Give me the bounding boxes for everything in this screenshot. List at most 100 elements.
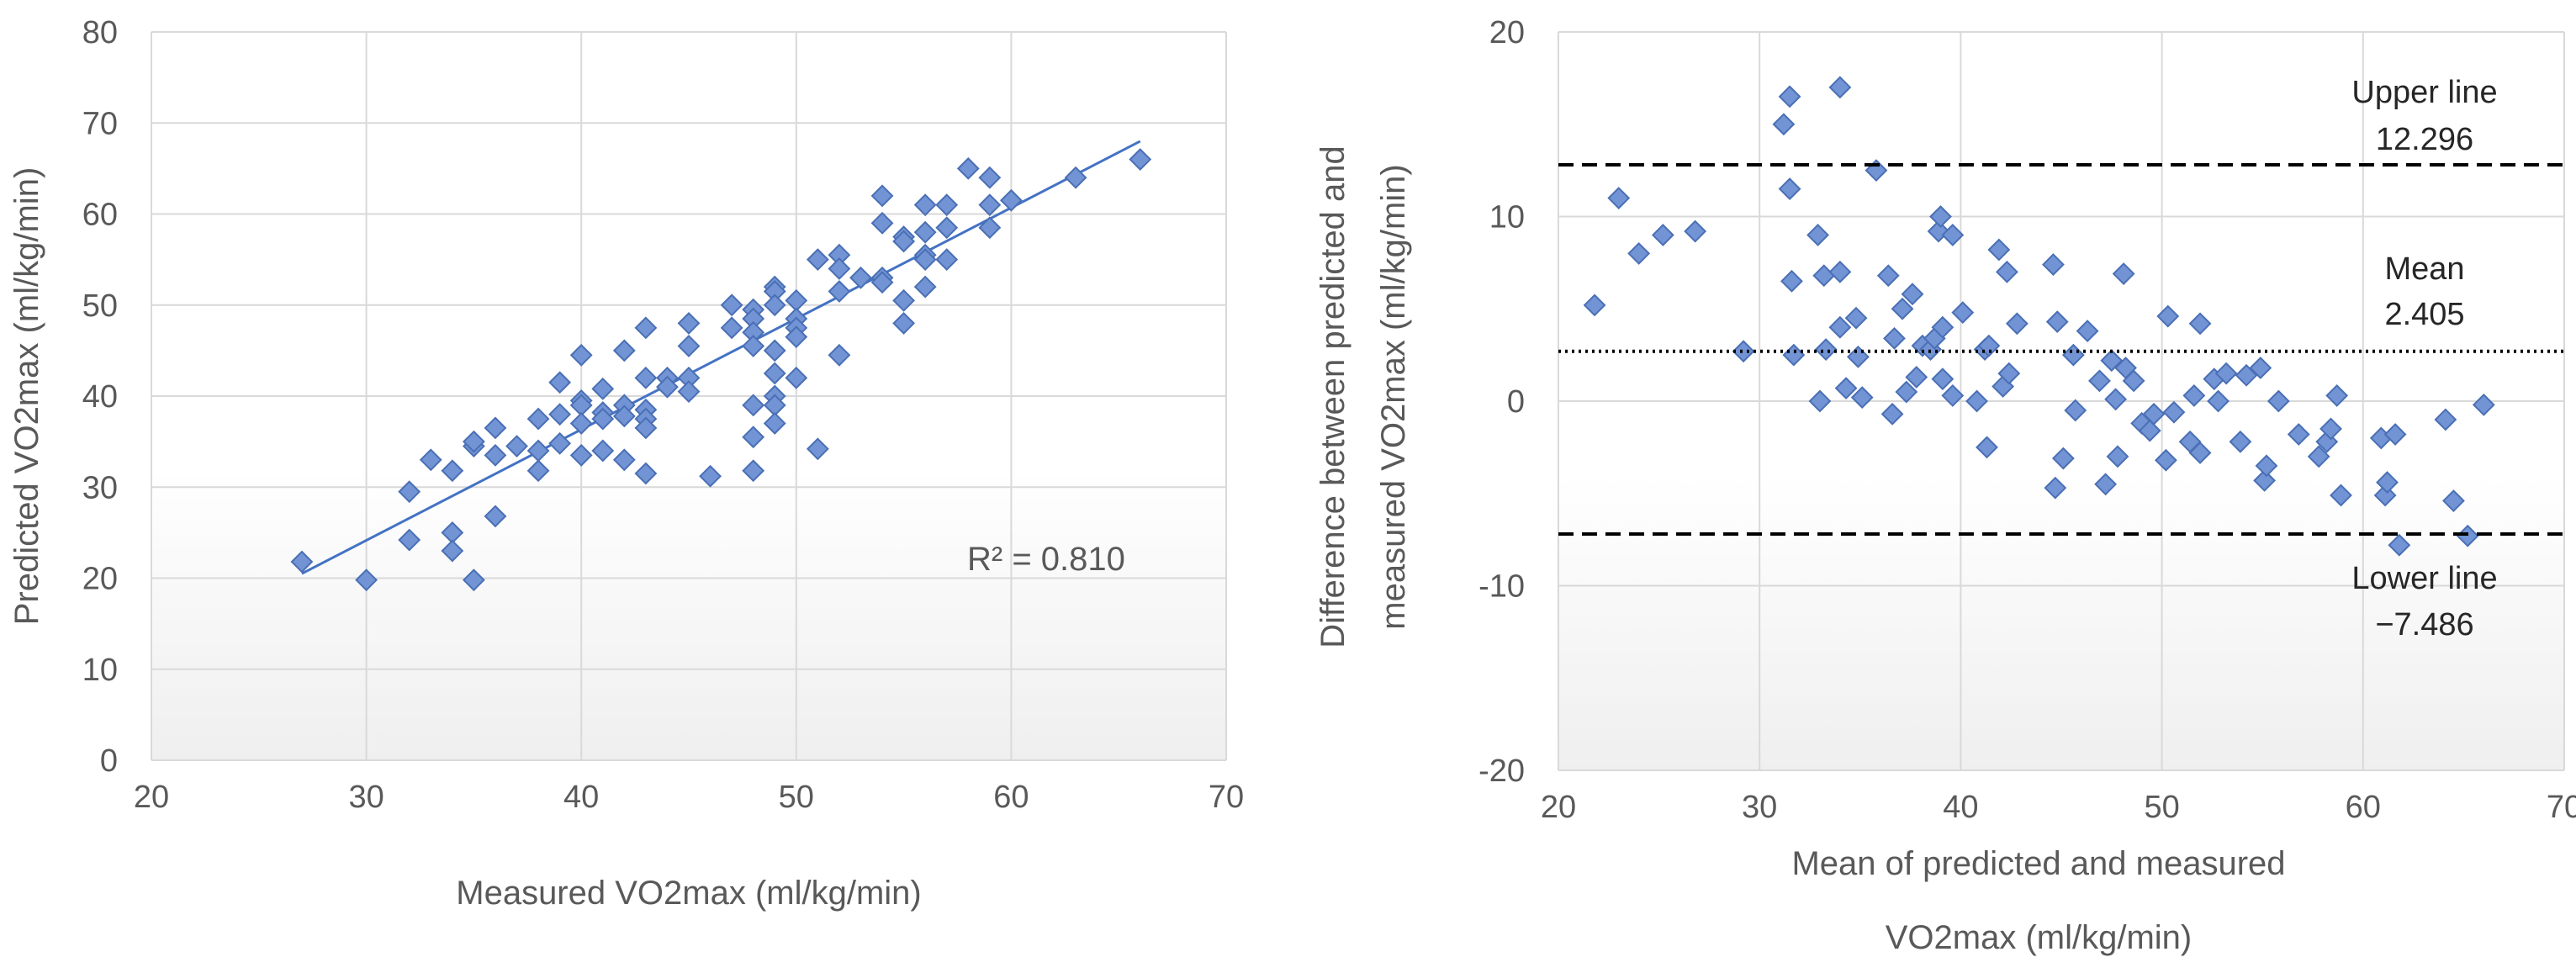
left-data-point-91 xyxy=(935,248,959,272)
left-data-point-33 xyxy=(612,448,636,472)
left-data-point-72 xyxy=(828,257,851,280)
left-data-point-83 xyxy=(892,311,916,335)
right-data-point-10 xyxy=(1782,343,1806,367)
left-data-point-89 xyxy=(935,193,959,217)
left-data-point-96 xyxy=(999,188,1023,212)
left-data-point-17 xyxy=(526,459,550,483)
right-data-point-94 xyxy=(2434,408,2457,431)
right-data-point-72 xyxy=(2188,312,2212,336)
trendline xyxy=(301,140,1141,575)
left-data-point-53 xyxy=(742,394,765,417)
left-data-point-30 xyxy=(612,339,636,362)
left-data-point-25 xyxy=(569,443,593,467)
right-xtick-50: 50 xyxy=(2144,790,2179,825)
left-data-point-42 xyxy=(677,311,701,335)
right-data-point-0 xyxy=(1583,293,1606,317)
left-data-point-34 xyxy=(634,316,658,340)
left-xtick-30: 30 xyxy=(348,780,383,815)
left-data-point-4 xyxy=(419,448,442,472)
left-ytick-70: 70 xyxy=(82,106,118,141)
right-ytick-10: 10 xyxy=(1489,200,1525,235)
right-data-point-60 xyxy=(2106,445,2129,468)
upper-line-value: 12.296 xyxy=(2376,122,2473,157)
right-data-point-58 xyxy=(2100,349,2124,373)
right-data-point-12 xyxy=(1808,389,1832,413)
left-data-point-70 xyxy=(806,437,829,461)
right-data-point-75 xyxy=(2207,389,2230,413)
left-data-point-28 xyxy=(591,407,615,431)
right-data-point-59 xyxy=(2104,388,2127,411)
left-data-point-98 xyxy=(1129,148,1152,171)
left-data-point-97 xyxy=(1064,166,1087,189)
right-data-point-93 xyxy=(2388,533,2411,557)
left-data-point-76 xyxy=(870,184,894,208)
left-data-point-5 xyxy=(441,459,464,483)
left-data-point-19 xyxy=(548,403,572,426)
left-data-point-1 xyxy=(355,568,378,592)
left-data-point-95 xyxy=(978,216,1002,240)
left-ytick-30: 30 xyxy=(82,470,118,505)
right-data-point-16 xyxy=(1828,260,1852,283)
right-data-point-79 xyxy=(2249,357,2272,379)
reference-lines xyxy=(1558,163,2564,537)
left-data-point-21 xyxy=(569,343,593,367)
mean-line-value: 2.405 xyxy=(2384,297,2464,332)
gridlines-right xyxy=(1558,31,2565,771)
left-data-point-77 xyxy=(870,211,894,235)
data-points-left xyxy=(290,148,1152,592)
right-data-point-17 xyxy=(1828,315,1852,339)
left-data-point-84 xyxy=(913,193,937,217)
right-data-point-83 xyxy=(2287,423,2310,446)
left-data-point-58 xyxy=(763,293,786,317)
right-data-point-21 xyxy=(1850,386,1874,410)
right-data-point-67 xyxy=(2154,448,2177,472)
right-data-point-4 xyxy=(1684,219,1707,243)
left-data-point-14 xyxy=(505,435,528,457)
left-data-point-39 xyxy=(634,462,658,485)
right-data-point-71 xyxy=(2182,384,2206,407)
right-data-point-24 xyxy=(1883,326,1906,350)
right-data-point-29 xyxy=(1905,366,1928,389)
left-data-point-9 xyxy=(462,430,485,453)
left-data-point-7 xyxy=(441,539,464,563)
tick-labels-right: 20 30 40 50 60 70 -20 -10 0 10 20 xyxy=(1478,15,2576,825)
right-data-point-25 xyxy=(1880,402,1904,426)
mean-line-label: Mean xyxy=(2384,251,2464,287)
right-data-point-80 xyxy=(2253,468,2277,492)
right-data-point-49 xyxy=(2042,253,2065,276)
right-data-point-46 xyxy=(1996,260,2018,283)
left-ytick-20: 20 xyxy=(82,562,118,597)
right-data-point-15 xyxy=(1828,76,1852,99)
left-data-point-93 xyxy=(978,166,1002,189)
right-data-point-3 xyxy=(1651,224,1674,246)
left-data-point-82 xyxy=(892,288,916,312)
left-data-point-38 xyxy=(634,416,658,440)
y-axis-title-left: Predicted VO2max (ml/kg/min) xyxy=(8,167,45,626)
right-data-point-44 xyxy=(1987,238,2011,262)
right-data-point-86 xyxy=(2319,417,2342,441)
left-data-point-3 xyxy=(398,528,421,552)
right-data-point-8 xyxy=(1778,177,1801,200)
left-data-point-52 xyxy=(742,335,765,357)
left-data-point-87 xyxy=(913,248,937,272)
right-data-point-19 xyxy=(1844,306,1868,330)
right-data-point-54 xyxy=(2064,399,2087,422)
left-data-point-88 xyxy=(913,275,937,299)
right-ytick--10: -10 xyxy=(1478,569,1525,605)
right-data-point-5 xyxy=(1732,340,1755,363)
x-axis-title-right-line2: VO2max (ml/kg/min) xyxy=(1886,919,2193,956)
right-data-point-61 xyxy=(2112,262,2135,285)
right-data-point-77 xyxy=(2229,430,2252,453)
x-axis-title-right-line1: Mean of predicted and measured xyxy=(1791,845,2285,882)
left-data-point-12 xyxy=(484,443,507,467)
left-ytick-80: 80 xyxy=(82,15,118,50)
right-data-point-84 xyxy=(2307,445,2330,468)
left-xtick-50: 50 xyxy=(779,780,814,815)
right-data-point-1 xyxy=(1607,187,1631,209)
left-data-point-11 xyxy=(484,416,507,440)
right-data-point-81 xyxy=(2255,454,2278,478)
right-data-point-76 xyxy=(2214,362,2238,385)
left-data-point-68 xyxy=(785,366,808,389)
left-data-point-10 xyxy=(462,568,485,592)
right-data-point-11 xyxy=(1806,224,1829,246)
